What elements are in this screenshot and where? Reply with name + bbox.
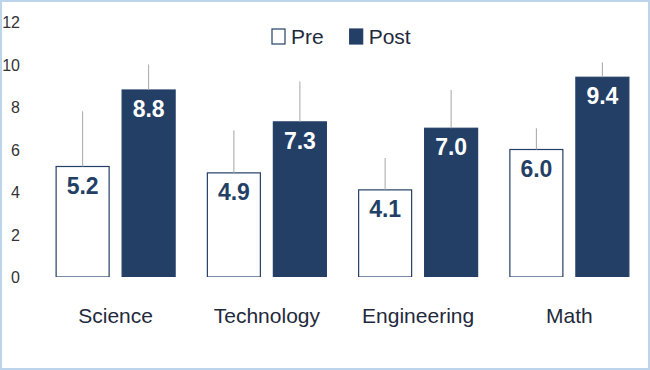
bar bbox=[207, 173, 260, 277]
bar bbox=[273, 122, 326, 277]
bar bbox=[122, 90, 175, 277]
data-label: 4.9 bbox=[218, 179, 250, 205]
data-label: 7.3 bbox=[284, 128, 316, 154]
y-tick-label: 12 bbox=[2, 14, 20, 31]
x-tick-label: Technology bbox=[214, 304, 321, 327]
bar bbox=[576, 77, 629, 277]
x-tick-label: Math bbox=[546, 304, 593, 327]
data-label: 9.4 bbox=[586, 83, 618, 109]
bar bbox=[425, 128, 478, 277]
bar bbox=[359, 190, 412, 277]
x-tick-label: Science bbox=[78, 304, 153, 327]
y-tick-label: 10 bbox=[2, 57, 20, 74]
bars bbox=[56, 62, 629, 277]
tick-mark bbox=[36, 149, 39, 150]
y-tick-label: 0 bbox=[11, 269, 20, 286]
error-bar bbox=[385, 158, 386, 190]
legend-label: Post bbox=[369, 25, 411, 48]
legend-swatch bbox=[350, 29, 363, 44]
legend: Pre Post bbox=[272, 25, 411, 48]
data-label: 4.1 bbox=[369, 196, 401, 222]
tick-mark bbox=[36, 107, 39, 108]
legend-swatch bbox=[272, 29, 285, 44]
error-bar bbox=[233, 130, 234, 173]
data-label: 8.8 bbox=[133, 96, 165, 122]
error-bar bbox=[536, 128, 537, 149]
tick-mark bbox=[36, 22, 39, 23]
tick-mark bbox=[36, 64, 39, 65]
x-tick-label: Engineering bbox=[362, 304, 474, 327]
y-tick-label: 4 bbox=[11, 184, 20, 201]
chart: 0 2 4 6 8 10 12 Science 5.2 8.8 Technology 4.9 7.3 En… bbox=[0, 0, 650, 370]
tick-mark bbox=[36, 234, 39, 235]
error-bar bbox=[602, 62, 603, 77]
bar bbox=[56, 167, 109, 278]
legend-label: Pre bbox=[291, 25, 324, 48]
bar bbox=[510, 150, 563, 278]
tick-mark bbox=[36, 192, 39, 193]
tick-mark bbox=[36, 277, 39, 278]
error-bar bbox=[148, 65, 149, 91]
labels: Science 5.2 8.8 Technology 4.9 7.3 Engineering… bbox=[67, 83, 619, 327]
y-tick-label: 2 bbox=[11, 227, 20, 244]
data-label: 6.0 bbox=[520, 156, 552, 182]
y-tick-label: 8 bbox=[11, 99, 20, 116]
error-bar bbox=[299, 82, 300, 122]
error-bar bbox=[82, 111, 83, 166]
error-bar bbox=[451, 90, 452, 128]
data-label: 5.2 bbox=[67, 173, 99, 199]
y-tick-label: 6 bbox=[11, 142, 20, 159]
frame bbox=[1, 1, 649, 369]
data-label: 7.0 bbox=[435, 134, 467, 160]
